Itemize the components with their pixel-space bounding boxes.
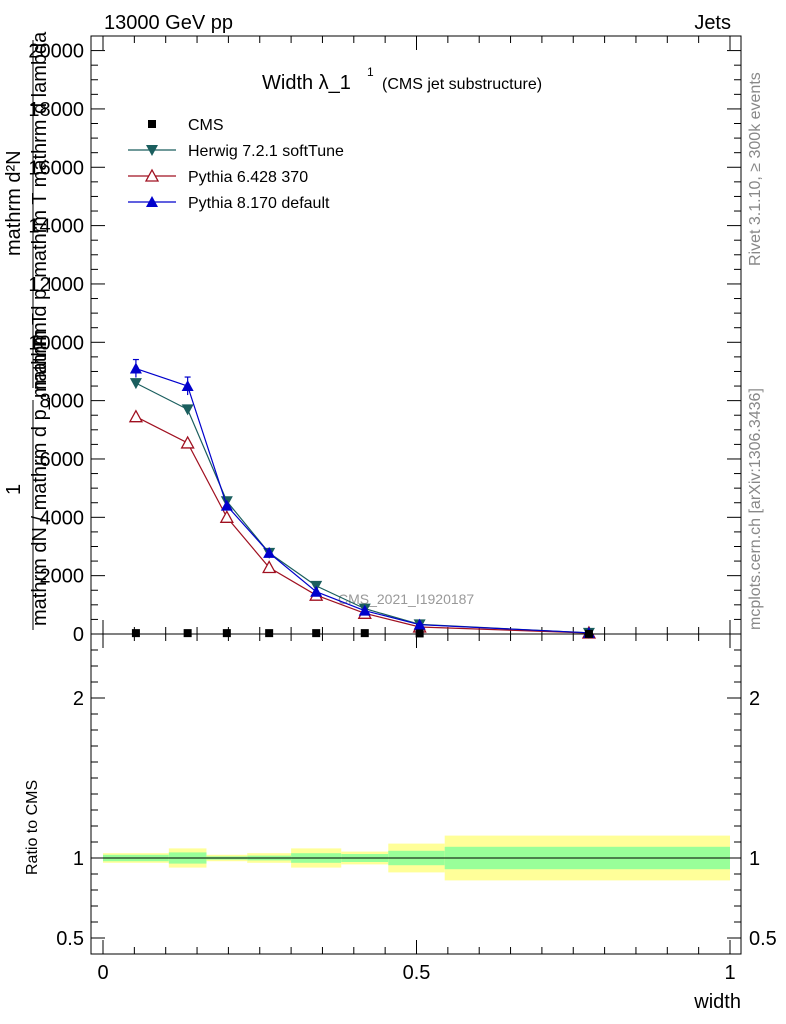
legend-label: CMS: [188, 117, 224, 134]
y-tick-label: 0: [73, 624, 84, 646]
chart-title-suffix: (CMS jet substructure): [382, 76, 542, 93]
x-tick-label: 0: [97, 962, 108, 984]
pythia6-data-point: [180, 435, 195, 449]
y-tick-label: 4000: [40, 507, 85, 529]
pythia8-data-point: [129, 362, 142, 374]
ratio-y-ticks: 0.5 0.5 1 1 2 2: [56, 649, 777, 950]
y-tick-label: 14000: [28, 216, 84, 238]
header-right: Jets: [694, 12, 731, 34]
ratio-tick-label: 1: [73, 848, 84, 870]
ratio-y-label: Ratio to CMS: [24, 780, 41, 875]
ratio-panel: 0.5 0.51 12 2 0 0.5 1 Ratio to CMS: [24, 633, 777, 984]
ratio-tick-label-right: 2: [749, 688, 760, 710]
ratio-tick-label: 2: [73, 688, 84, 710]
y-tick-label: 20000: [28, 41, 84, 63]
ratio-x-ticks: 0 0.5 1: [97, 634, 736, 984]
x-axis-label: width: [693, 991, 741, 1013]
ratio-tick-label: 0.5: [56, 928, 84, 950]
rivet-label: Rivet 3.1.10, ≥ 300k events: [747, 72, 764, 266]
ylabel-frac-den: mathrm dN / mathrm d p_mathrm T: [29, 313, 51, 626]
chart-title-main: Width λ_1: [262, 72, 351, 94]
cms-data-point: [312, 629, 321, 638]
pythia8-data-point: [263, 546, 276, 558]
watermark: CMS_2021_I1920187: [338, 591, 474, 607]
ratio-tick-label-right: 1: [749, 848, 760, 870]
y-tick-label: 16000: [28, 157, 84, 179]
ylabel-bottom: mathrm d p_mathrm T mathrm d lambda: [29, 31, 51, 390]
y-tick-label: 8000: [40, 391, 85, 413]
main-y-label: mathrm d²N mathrm d p_mathrm T mathrm d …: [3, 31, 51, 630]
pythia8-data-point: [181, 380, 194, 392]
y-tick-label: 12000: [28, 274, 84, 296]
legend-label: Pythia 8.170 default: [188, 195, 330, 212]
series-layer: [128, 358, 597, 639]
x-tick-label: 0.5: [403, 962, 431, 984]
pythia6-data-point: [219, 509, 234, 523]
y-tick-label: 18000: [28, 99, 84, 121]
y-tick-label: 10000: [28, 332, 84, 354]
ylabel-frac-num: 1: [3, 484, 25, 495]
pythia8-data-point: [220, 499, 233, 511]
mcplots-label: mcplots.cern.ch [arXiv:1306.3436]: [747, 388, 764, 630]
legend-label: Pythia 6.428 370: [188, 169, 308, 186]
cms-data-point: [360, 629, 369, 638]
legend-label: Herwig 7.2.1 softTune: [188, 143, 344, 160]
legend: CMS Herwig 7.2.1 softTune Pythia 6.428 370…: [128, 117, 344, 212]
series-line: [135, 367, 589, 634]
pythia8-data-point: [358, 604, 371, 616]
cms-data-point: [415, 629, 424, 638]
herwig-data-point: [129, 378, 142, 390]
y-tick-label: 2000: [40, 566, 85, 588]
chart-title: Width λ_1: [262, 72, 351, 94]
pythia6-data-point: [144, 168, 160, 182]
pythia8-data-point: [413, 618, 426, 630]
series-3: [129, 358, 595, 638]
cms-data-point: [131, 629, 140, 638]
ylabel-top: mathrm d²N: [3, 150, 25, 256]
cms-data-point: [148, 120, 156, 128]
pythia8-data-point: [310, 585, 323, 597]
pythia6-data-point: [128, 409, 144, 423]
ratio-frame: [90, 633, 742, 955]
herwig-data-point: [146, 145, 158, 156]
series-line: [135, 416, 589, 634]
cms-data-point: [183, 629, 192, 638]
herwig-data-point: [181, 404, 194, 416]
cms-data-point: [265, 629, 274, 638]
pythia6-data-point: [262, 560, 277, 574]
header-left: 13000 GeV pp: [104, 12, 233, 34]
cms-data-point: [222, 629, 231, 638]
y-tick-label: 6000: [40, 449, 85, 471]
main-y-ticks: 0 2000 4000 6000 8000 10000 12000 14000 16000 180…: [28, 35, 741, 646]
pythia8-data-point: [146, 196, 158, 207]
x-tick-label: 1: [724, 962, 735, 984]
main-panel: 0 2000 4000 6000 8000 10000 12000 14000 16000 180…: [28, 35, 742, 646]
ratio-tick-label-right: 0.5: [749, 928, 777, 950]
chart-title-sup: 1: [367, 65, 374, 79]
